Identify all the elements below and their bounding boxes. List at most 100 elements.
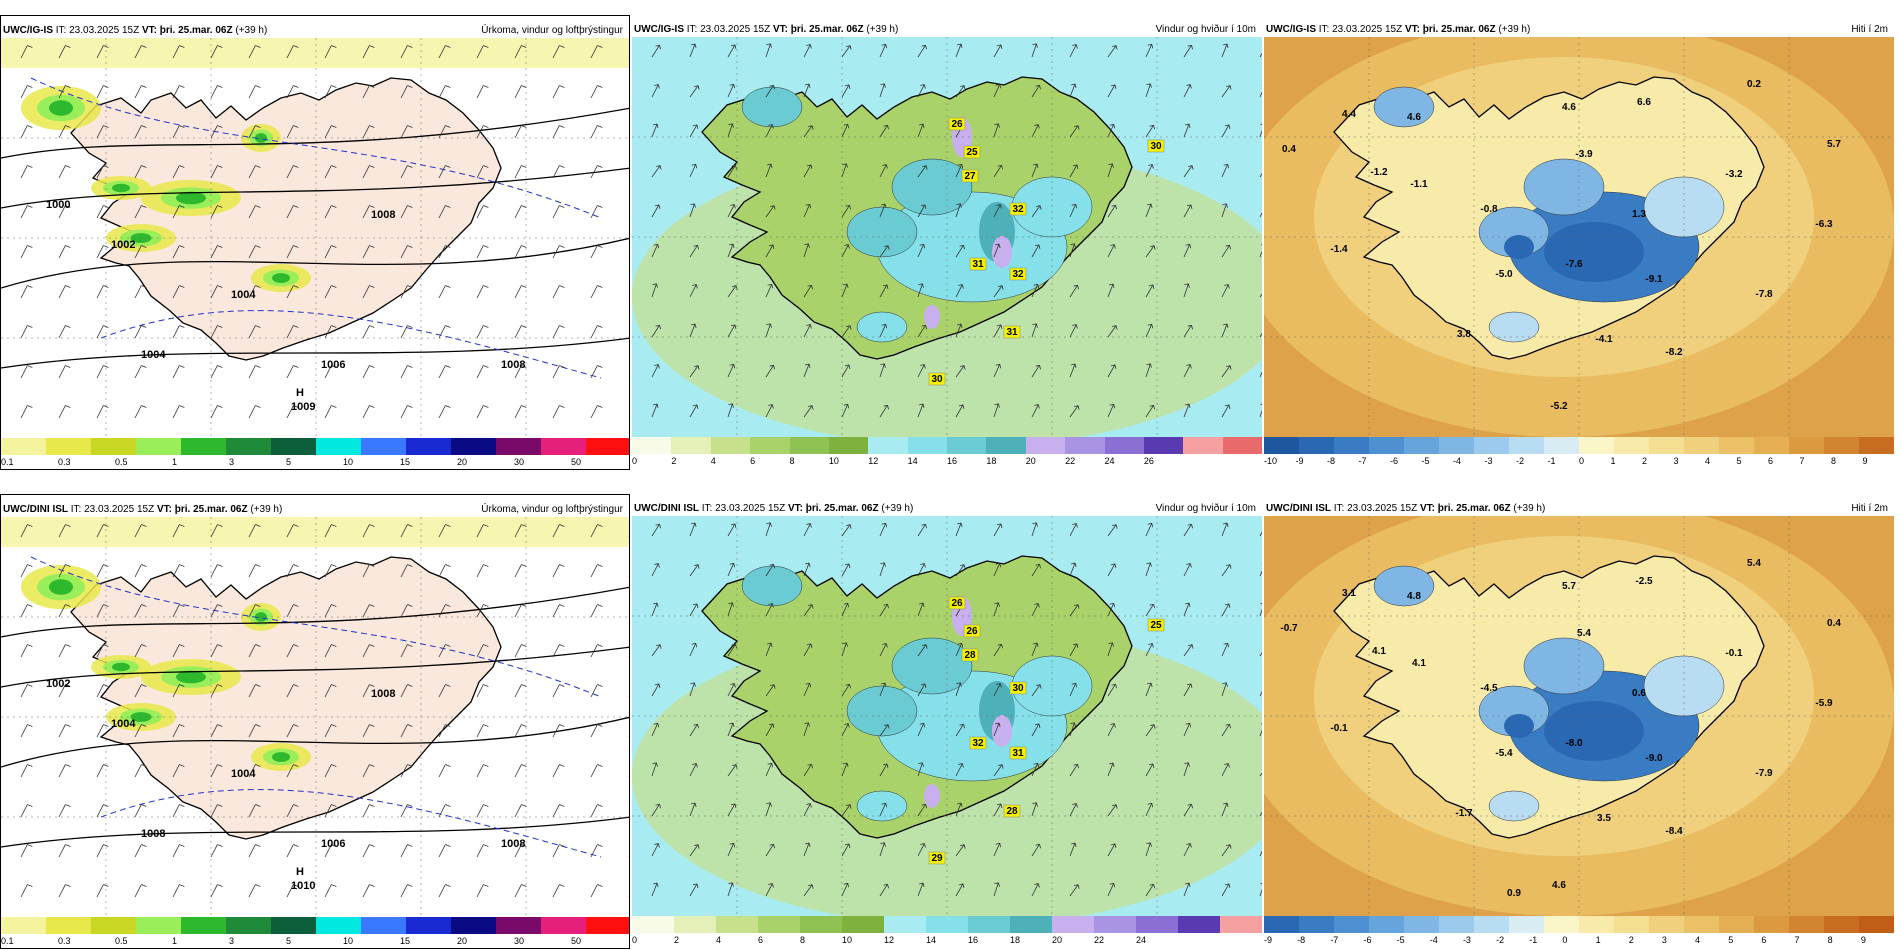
colorbar-swatch: [1684, 916, 1719, 933]
temperature-label: -5.2: [1550, 401, 1568, 412]
colorbar-tick: 4: [1695, 935, 1701, 945]
colorbar-swatch: [271, 917, 316, 934]
colorbar-swatch: [1754, 916, 1789, 933]
temperature-label: 5.7: [1562, 581, 1576, 592]
temperature-label: -0.8: [1480, 204, 1498, 215]
colorbar-swatch: [1025, 437, 1066, 454]
panel-dini-precip: UWC/DINI ISL IT: 23.03.2025 15Z VT: þri.…: [0, 494, 630, 949]
colorbar-tick: 20: [1052, 935, 1063, 945]
colorbar-tick: 2: [1628, 935, 1634, 945]
colorbar-tick: 0: [1562, 935, 1568, 945]
colorbar-tick: -3: [1462, 935, 1471, 945]
gust-max-box: [1003, 325, 1021, 339]
colorbar-tick: 24: [1136, 935, 1147, 945]
colorbar-tick: 50: [571, 457, 582, 467]
lead-time: (+39 h): [250, 504, 283, 515]
colorbar-swatch: [632, 916, 674, 933]
colorbar-tick: -6: [1390, 456, 1399, 466]
vt-label: VT:: [1404, 24, 1420, 35]
map-area[interactable]: 26 25 27 30 32 31 32 31 30: [632, 37, 1262, 437]
colorbar-tick: 6: [758, 935, 764, 945]
colorbar-tick: 0.1: [1, 457, 14, 467]
colorbar-swatch: [710, 437, 751, 454]
colorbar-swatch: [541, 438, 586, 455]
colorbar-swatch: [1789, 437, 1824, 454]
colorbar-tick: 1: [172, 457, 178, 467]
colorbar-swatch: [1719, 437, 1754, 454]
colorbar-tick: 9: [1860, 935, 1866, 945]
temperature-label: 4.1: [1372, 646, 1386, 657]
colorbar-swatch: [828, 437, 869, 454]
colorbar-tick: -8: [1327, 456, 1336, 466]
colorbar-swatch: [1439, 916, 1474, 933]
colorbar-swatch: [1264, 916, 1299, 933]
isobar-label: 1002: [111, 239, 135, 251]
gust-max-label: 30: [931, 374, 943, 385]
temperature-label: 3.1: [1342, 588, 1356, 599]
colorbar-tick: 8: [1827, 935, 1833, 945]
temperature-label: 4.6: [1552, 880, 1566, 891]
gust-max-box: [928, 372, 946, 386]
colorbar-swatch: [181, 438, 226, 455]
colorbar-tick: 18: [986, 456, 997, 466]
temperature-label: 0.2: [1747, 79, 1761, 90]
model-name: UWC/DINI ISL: [1266, 503, 1331, 514]
temperature-label: -5.0: [1495, 269, 1513, 280]
init-time: 23.03.2025 15Z: [700, 24, 771, 35]
temperature-label: -8.4: [1665, 826, 1683, 837]
colorbar-swatch: [1222, 437, 1262, 454]
colorbar-swatch: [750, 437, 790, 454]
panel-dini-wind: UWC/DINI ISL IT: 23.03.2025 15Z VT: þri.…: [632, 494, 1262, 949]
colorbar-tick: -6: [1363, 935, 1372, 945]
temperature-label: 3.5: [1597, 813, 1611, 824]
colorbar-swatch: [1299, 916, 1334, 933]
colorbar: [1, 438, 629, 455]
colorbar-tick: 12: [868, 456, 879, 466]
map-area[interactable]: 1009 H 1000 1002 1004 1006 1008 1004 1008: [1, 38, 629, 438]
colorbar-tick: -9: [1295, 456, 1304, 466]
colorbar-swatch: [1509, 916, 1544, 933]
colorbar: [1, 917, 629, 934]
colorbar-swatch: [1404, 916, 1439, 933]
colorbar-swatch: [451, 917, 496, 934]
colorbar-tick: 18: [1010, 935, 1021, 945]
colorbar-tick: 20: [457, 936, 468, 946]
gust-max-box: [1147, 618, 1165, 632]
gust-max-label: 27: [964, 171, 976, 182]
temperature-label: -1.7: [1455, 808, 1473, 819]
gust-max-box: [948, 596, 966, 610]
temperature-label: 4.8: [1407, 591, 1421, 602]
it-label: IT:: [1318, 24, 1330, 35]
colorbar-swatch: [1220, 916, 1262, 933]
isobar-label: 1008: [501, 838, 525, 850]
map-area[interactable]: 1010 H 1002 1004 1004 1006 1008 1008 1008: [1, 517, 629, 917]
colorbar-tick: 20: [1025, 456, 1036, 466]
colorbar-swatch: [1544, 916, 1579, 933]
colorbar-ticks: 0.1 0.3 0.5 1 3 5 10 15 20 30 50: [1, 935, 629, 947]
map-area[interactable]: 4.4 4.6 4.6 6.6 0.2 5.7 0.4 -1.2 -1.1 -3.9 -3.2 -0.…: [1264, 37, 1894, 437]
colorbar-swatch: [1754, 437, 1789, 454]
vt-label: VT:: [141, 25, 157, 36]
valid-time: þri. 25.mar. 06Z: [1422, 24, 1496, 35]
colorbar-swatch: [1684, 437, 1719, 454]
colorbar-tick: 5: [1728, 935, 1734, 945]
isobar-label: 1004: [231, 768, 256, 780]
colorbar-tick: -7: [1358, 456, 1367, 466]
it-label: IT:: [1333, 503, 1345, 514]
colorbar-swatch: [1404, 437, 1439, 454]
colorbar-tick: 0.3: [58, 457, 71, 467]
colorbar-swatch: [758, 916, 800, 933]
colorbar-tick: 26: [1143, 456, 1154, 466]
temperature-label: 5.7: [1827, 139, 1841, 150]
gust-max-label: 28: [964, 650, 976, 661]
gust-max-box: [1009, 746, 1027, 760]
it-label: IT:: [686, 24, 698, 35]
gust-max-label: 32: [1012, 204, 1024, 215]
colorbar-tick: 3: [229, 457, 235, 467]
map-area[interactable]: 26 26 28 25 30 32 31 28 29: [632, 516, 1262, 916]
colorbar-swatch: [361, 917, 406, 934]
map-area[interactable]: 3.1 4.8 5.7 -2.5 5.4 0.4 -0.7 4.1 4.1 5.4 -0.1 -4.5…: [1264, 516, 1894, 916]
map-svg: 1010 H 1002 1004 1004 1006 1008 1008 1008: [1, 517, 629, 917]
map-svg: 1009 H 1000 1002 1004 1006 1008 1004 1008: [1, 38, 629, 438]
model-name: UWC/DINI ISL: [634, 503, 699, 514]
